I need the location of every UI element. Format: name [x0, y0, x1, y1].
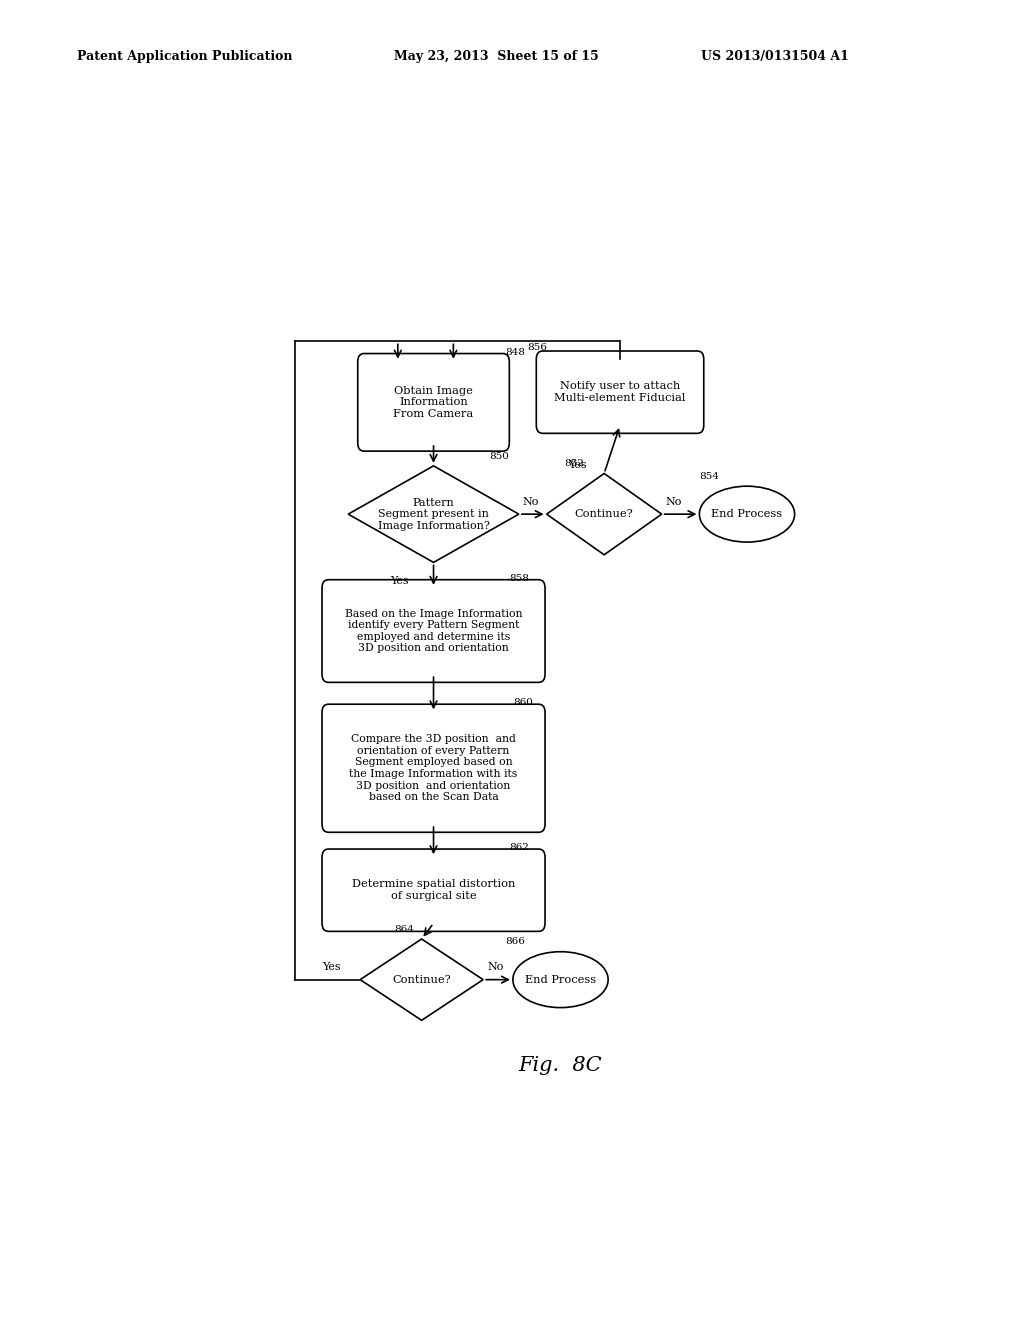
- Text: Yes: Yes: [390, 576, 409, 586]
- Text: 850: 850: [489, 453, 509, 461]
- Text: Compare the 3D position  and
orientation of every Pattern
Segment employed based: Compare the 3D position and orientation …: [349, 734, 518, 803]
- Text: No: No: [487, 962, 504, 973]
- FancyBboxPatch shape: [322, 704, 545, 833]
- Text: US 2013/0131504 A1: US 2013/0131504 A1: [701, 50, 849, 63]
- Text: 860: 860: [513, 698, 532, 708]
- Text: 856: 856: [526, 342, 547, 351]
- Polygon shape: [547, 474, 662, 554]
- Text: Determine spatial distortion
of surgical site: Determine spatial distortion of surgical…: [352, 879, 515, 902]
- Text: Notify user to attach
Multi-element Fiducial: Notify user to attach Multi-element Fidu…: [554, 381, 686, 403]
- FancyBboxPatch shape: [322, 579, 545, 682]
- Ellipse shape: [513, 952, 608, 1007]
- Text: 852: 852: [564, 459, 585, 469]
- Text: No: No: [523, 496, 540, 507]
- Text: No: No: [666, 496, 682, 507]
- FancyBboxPatch shape: [357, 354, 509, 451]
- Text: Continue?: Continue?: [574, 510, 634, 519]
- Text: Fig.  8C: Fig. 8C: [519, 1056, 602, 1074]
- Polygon shape: [348, 466, 519, 562]
- Text: Continue?: Continue?: [392, 974, 451, 985]
- Text: 858: 858: [509, 574, 528, 583]
- Text: 854: 854: [699, 471, 719, 480]
- Ellipse shape: [699, 486, 795, 543]
- Text: May 23, 2013  Sheet 15 of 15: May 23, 2013 Sheet 15 of 15: [394, 50, 599, 63]
- Text: Based on the Image Information
identify every Pattern Segment
employed and deter: Based on the Image Information identify …: [345, 609, 522, 653]
- Text: Patent Application Publication: Patent Application Publication: [77, 50, 292, 63]
- Text: 866: 866: [505, 937, 525, 946]
- FancyBboxPatch shape: [322, 849, 545, 932]
- Text: End Process: End Process: [525, 974, 596, 985]
- Text: End Process: End Process: [712, 510, 782, 519]
- Text: Yes: Yes: [568, 461, 587, 470]
- Text: Pattern
Segment present in
Image Information?: Pattern Segment present in Image Informa…: [378, 498, 489, 531]
- Text: 848: 848: [505, 347, 525, 356]
- Text: 864: 864: [394, 925, 414, 935]
- Text: Yes: Yes: [322, 962, 341, 973]
- Polygon shape: [360, 939, 483, 1020]
- Text: Obtain Image
Information
From Camera: Obtain Image Information From Camera: [393, 385, 474, 418]
- Text: 862: 862: [509, 842, 528, 851]
- FancyBboxPatch shape: [537, 351, 703, 433]
